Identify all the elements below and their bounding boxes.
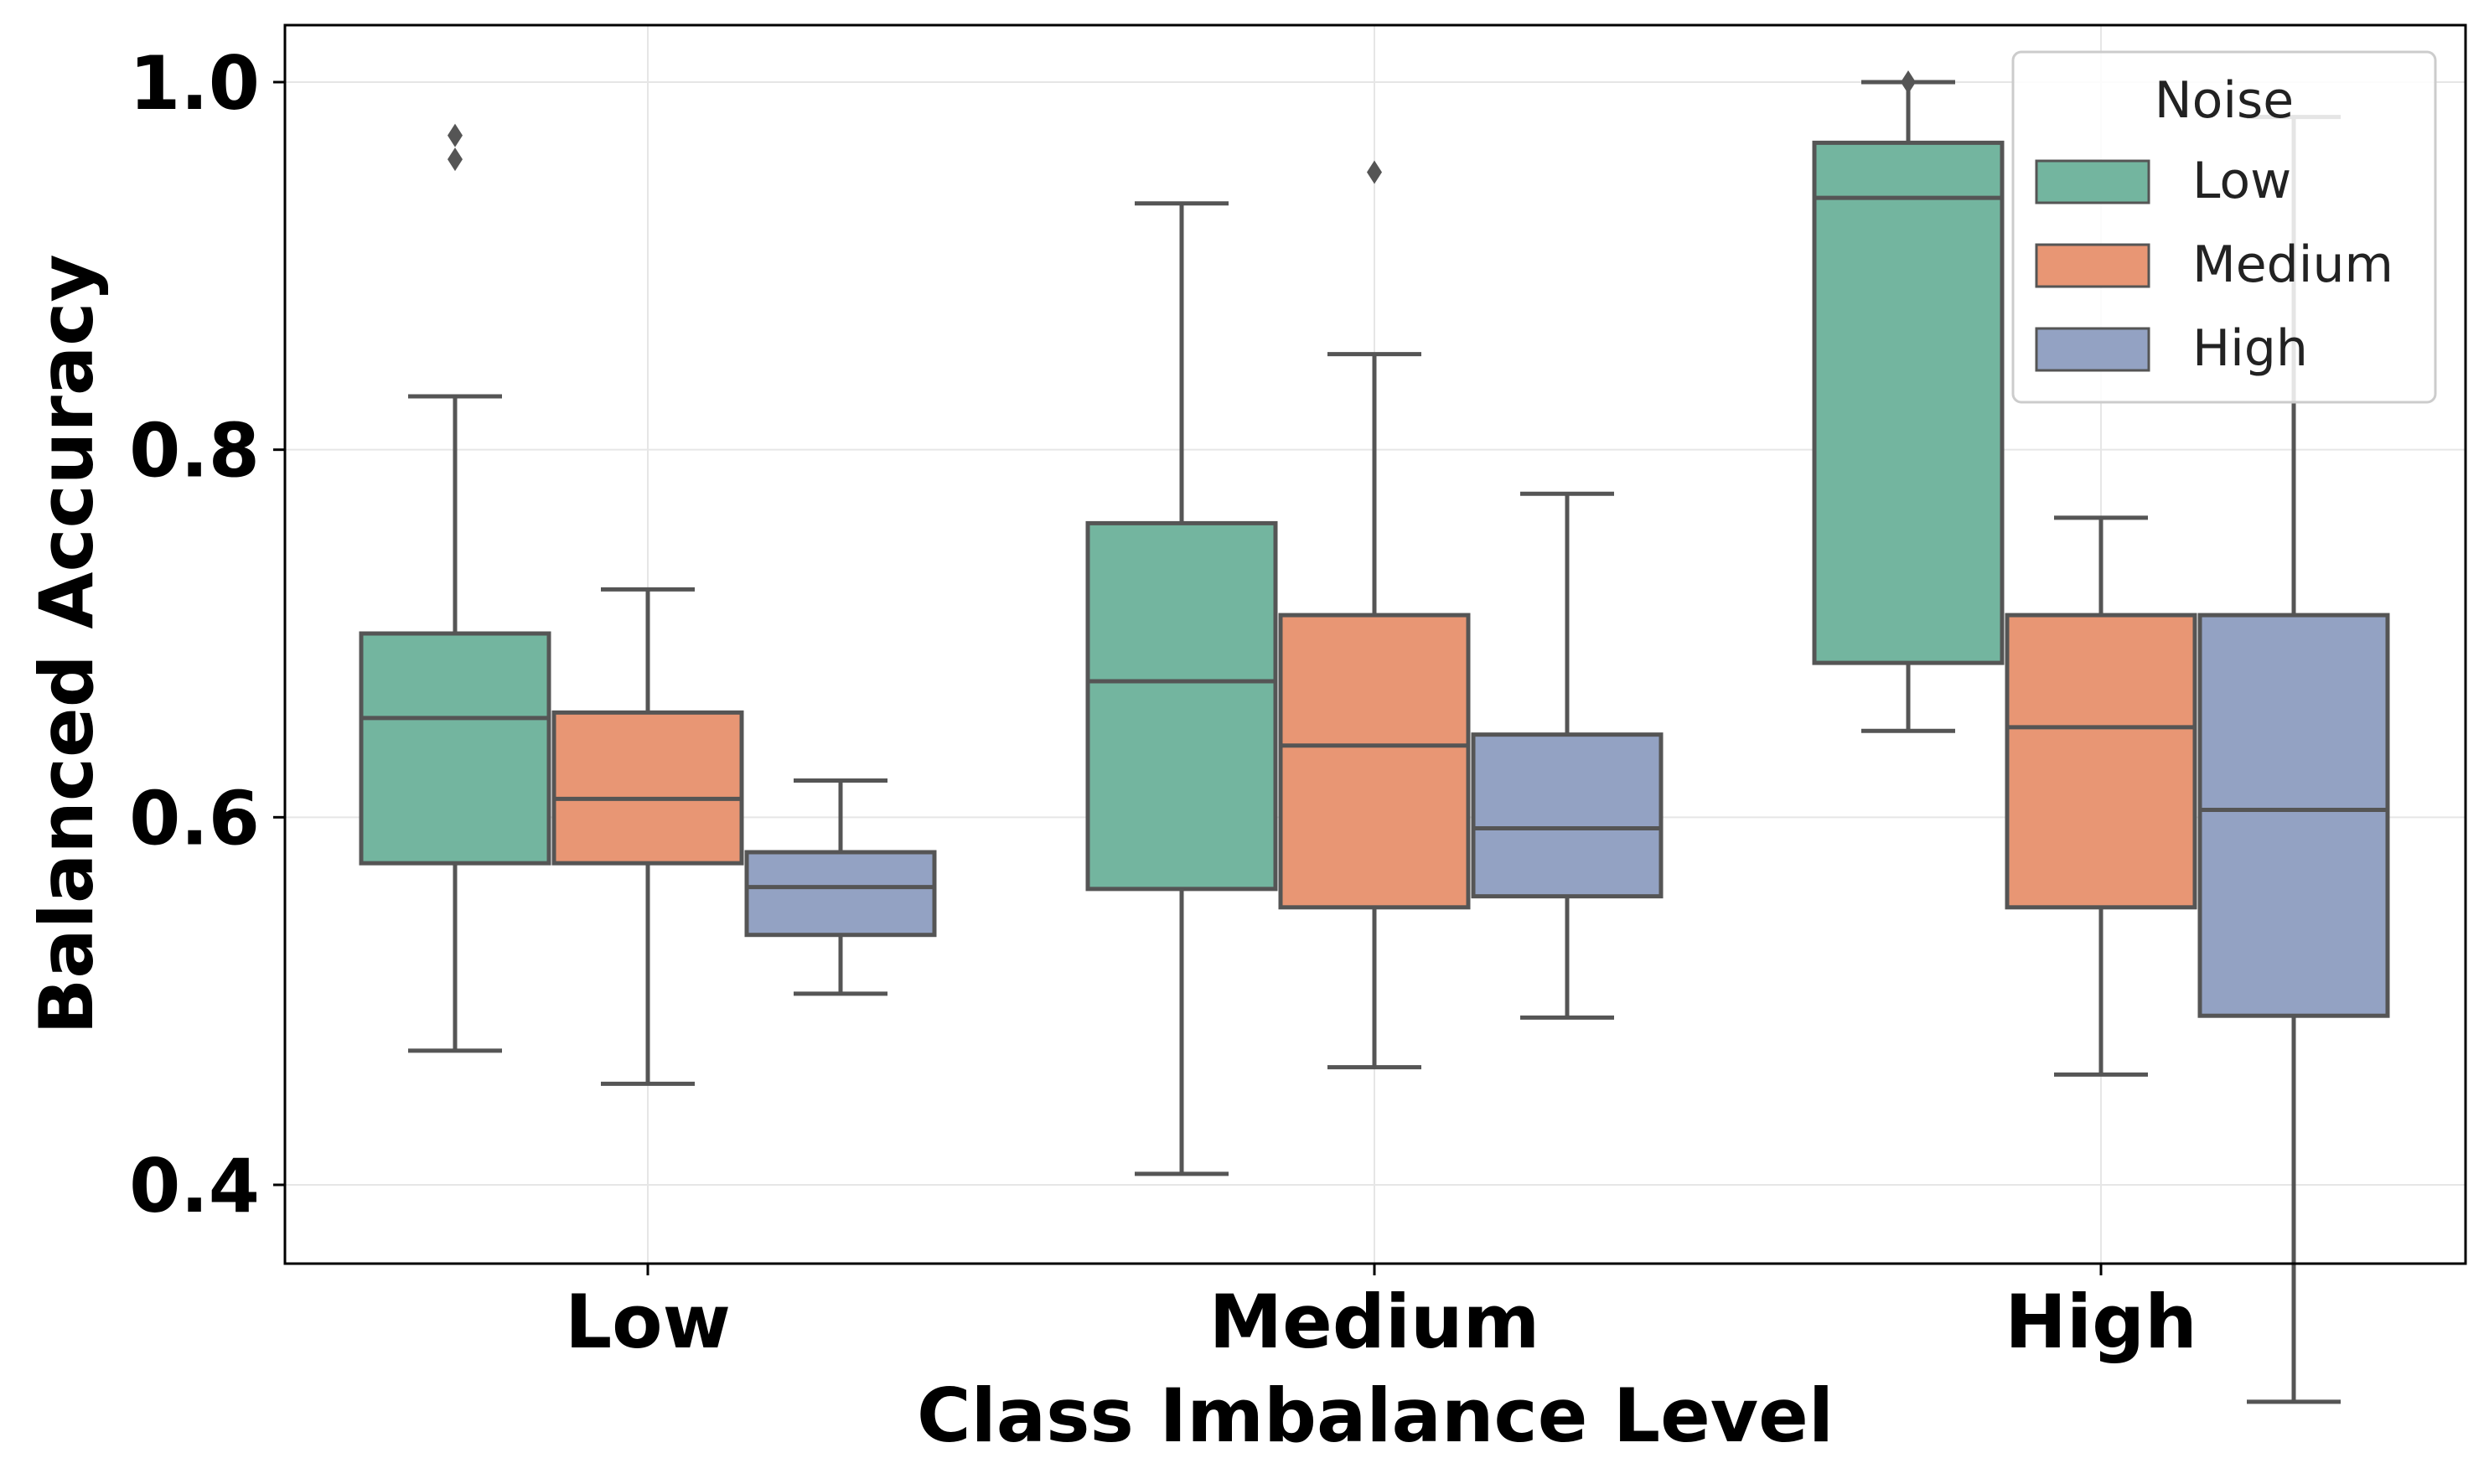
outlier-marker — [1367, 160, 1382, 184]
x-tick-label: Medium — [1209, 1279, 1540, 1365]
y-tick-label: 1.0 — [129, 40, 260, 127]
legend-swatch-high — [2035, 327, 2150, 372]
legend-swatch-medium — [2035, 243, 2150, 288]
box-body — [1278, 613, 1471, 910]
box-low-noise-medium-imbalance — [1085, 201, 1278, 1176]
y-tick-label: 0.4 — [129, 1143, 260, 1229]
box-body — [1471, 732, 1664, 899]
box-high-noise-medium-imbalance — [1471, 491, 1664, 1020]
legend-label-medium: Medium — [2192, 235, 2393, 294]
y-tick-label: 0.6 — [129, 775, 260, 861]
x-axis-title: Class Imbalance Level — [917, 1373, 1834, 1459]
box-body — [744, 850, 937, 938]
outlier-marker — [448, 147, 463, 172]
legend: Noise Low Medium High — [2011, 50, 2437, 404]
legend-frame — [2011, 50, 2437, 404]
box-low-noise-high-imbalance — [1812, 70, 2005, 733]
outlier-marker — [448, 123, 463, 147]
box-body — [359, 631, 551, 866]
y-tick-label: 0.8 — [129, 408, 260, 494]
box-high-noise-low-imbalance — [744, 778, 937, 996]
legend-label-high: High — [2192, 319, 2308, 378]
box-body — [1085, 520, 1278, 892]
x-tick-label: High — [2005, 1279, 2197, 1365]
outlier-marker — [1901, 70, 1916, 94]
box-body — [551, 710, 744, 866]
axis-ticks: 0.4 0.6 0.8 1.0 Low Medium High — [129, 40, 2197, 1365]
x-tick-label: Low — [565, 1279, 731, 1365]
legend-label-low: Low — [2192, 152, 2291, 210]
box-body — [2197, 613, 2390, 1018]
box-medium-noise-high-imbalance — [2005, 515, 2197, 1077]
legend-title: Noise — [2155, 71, 2294, 130]
box-body — [2005, 613, 2197, 910]
box-series — [359, 70, 2390, 1404]
box-body — [1812, 140, 2005, 665]
box-medium-noise-low-imbalance — [551, 587, 744, 1086]
y-axis-title: Balanced Accuracy — [23, 254, 110, 1035]
box-low-noise-low-imbalance — [359, 123, 551, 1053]
box-medium-noise-medium-imbalance — [1278, 160, 1471, 1070]
legend-swatch-low — [2035, 159, 2150, 204]
